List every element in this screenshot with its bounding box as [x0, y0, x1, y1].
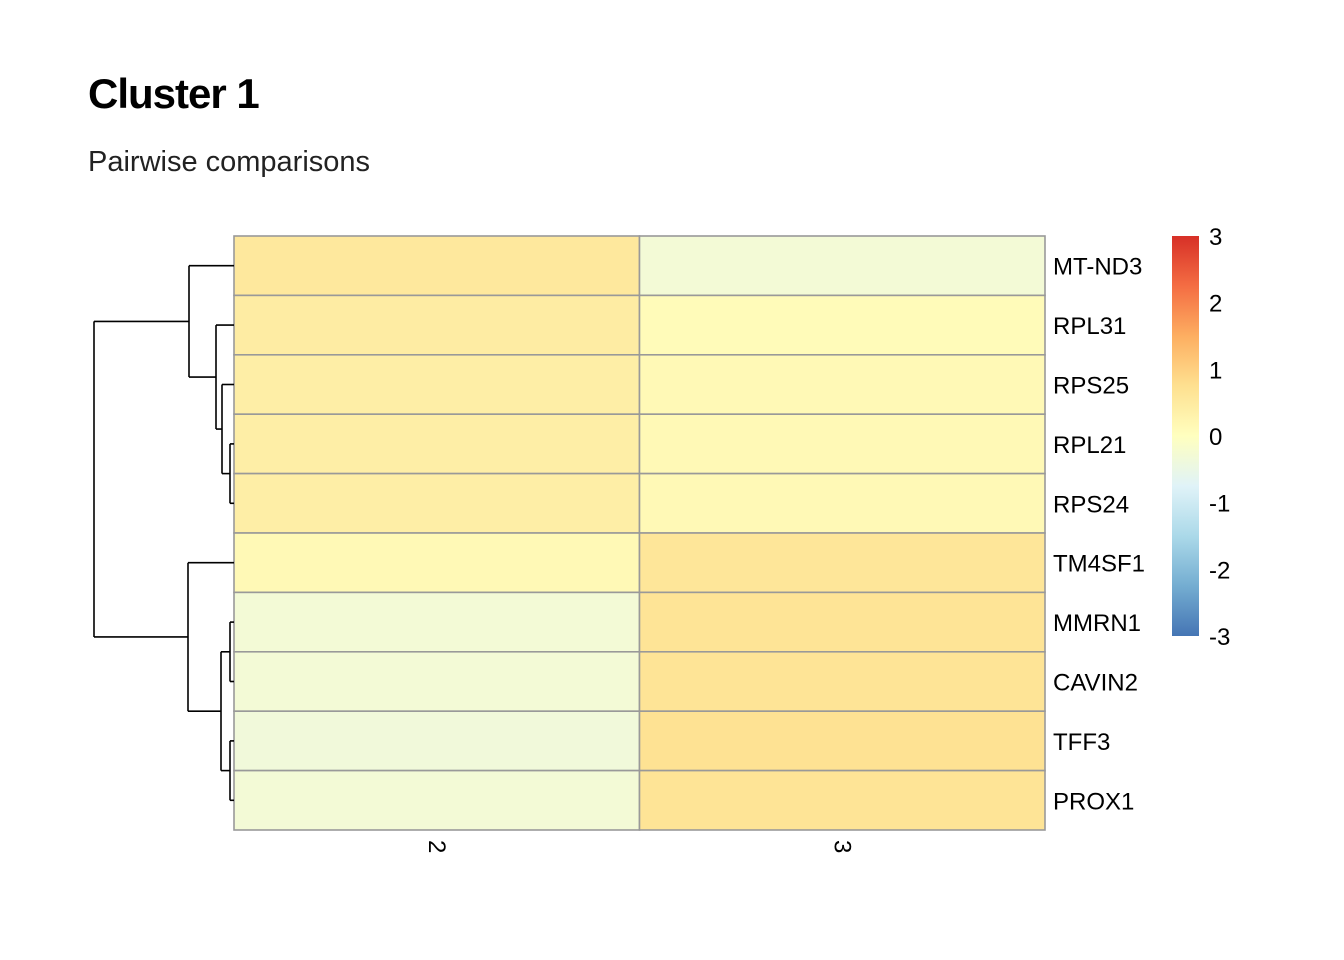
row-label: PROX1	[1053, 788, 1134, 815]
color-scale-tick-label: 1	[1209, 357, 1222, 384]
chart-title: Cluster 1	[88, 70, 260, 117]
row-labels: MT-ND3 RPL31 RPS25 RPL21 RPS24 TM4SF1 MMRN1 CAV…	[1053, 254, 1145, 816]
heatmap-cell	[638, 472, 1046, 534]
row-label: MMRN1	[1053, 610, 1141, 637]
row-label: TFF3	[1053, 729, 1110, 756]
heatmap-cell	[638, 710, 1046, 772]
color-scale-tick-label: -1	[1209, 491, 1230, 518]
heatmap-cell	[638, 413, 1046, 475]
heatmap-cell	[233, 591, 641, 653]
heatmap-cell	[638, 532, 1046, 594]
heatmap-cell	[233, 769, 641, 831]
row-label: RPL31	[1053, 313, 1126, 340]
row-label: MT-ND3	[1053, 254, 1142, 281]
heatmap-cell	[638, 650, 1046, 712]
heatmap-cell	[233, 650, 641, 712]
row-label: TM4SF1	[1053, 551, 1145, 578]
heatmap-cell	[233, 353, 641, 415]
chart-subtitle: Pairwise comparisons	[88, 146, 371, 178]
heatmap-cell	[233, 235, 641, 297]
color-scale-tick-label: -2	[1209, 557, 1230, 584]
heatmap-cell	[638, 769, 1046, 831]
heatmap-cell	[233, 413, 641, 475]
heatmap-cell	[638, 294, 1046, 356]
row-label: RPS25	[1053, 373, 1129, 400]
heatmap-cells	[233, 235, 1046, 831]
heatmap-cell	[233, 710, 641, 772]
heatmap-cell	[233, 294, 641, 356]
color-legend: 3 2 1 0 -1 -2 -3	[1172, 224, 1230, 651]
row-label: CAVIN2	[1053, 670, 1138, 697]
heatmap-cell	[638, 353, 1046, 415]
row-dendrogram	[93, 264, 234, 802]
heatmap-cell	[233, 532, 641, 594]
row-label: RPS24	[1053, 491, 1129, 518]
column-label: 3	[828, 840, 855, 853]
color-scale-tick-label: -3	[1209, 624, 1230, 651]
color-scale-tick-label: 3	[1209, 224, 1222, 251]
heatmap-cell	[638, 591, 1046, 653]
heatmap-cell	[233, 472, 641, 534]
color-scale-tick-label: 0	[1209, 424, 1222, 451]
column-label: 2	[423, 840, 450, 853]
color-scale-bar	[1172, 236, 1199, 636]
heatmap-cell	[638, 235, 1046, 297]
color-scale-tick-label: 2	[1209, 291, 1222, 318]
row-label: RPL21	[1053, 432, 1126, 459]
